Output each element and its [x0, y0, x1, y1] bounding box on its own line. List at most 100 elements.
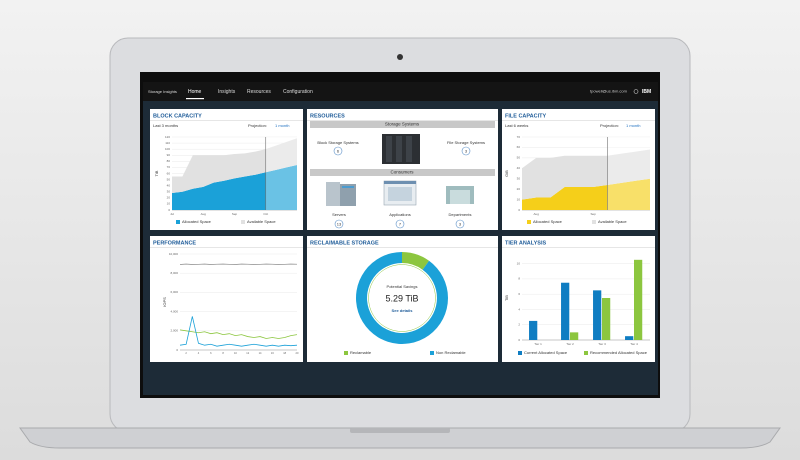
y-tick-label: 4,000 [170, 309, 178, 313]
donut-slice [402, 252, 430, 270]
y-tick-label: 40 [167, 183, 171, 187]
x-tick-label: Sep [590, 212, 596, 216]
period: Last 6 weeks [505, 123, 528, 128]
resource-label: Block Storage Systems [317, 140, 358, 145]
y-tick-label: 10 [167, 202, 171, 206]
bar [634, 259, 643, 340]
y-axis-label: GiB [504, 170, 509, 177]
nav-bar [143, 82, 658, 101]
y-tick-label: 8 [518, 277, 520, 281]
count-badge[interactable] [333, 146, 343, 156]
count-badge[interactable] [334, 219, 344, 229]
count-badge[interactable] [455, 219, 465, 229]
x-tick-label: Oct [263, 212, 268, 216]
y-tick-label: 100 [165, 147, 170, 151]
legend-label: Reclamable [350, 350, 372, 355]
nav-item[interactable]: Home [188, 89, 202, 95]
x-tick-label: Jul [170, 212, 174, 216]
legend-swatch [430, 351, 434, 355]
line [179, 329, 298, 339]
y-tick-label: 6 [518, 292, 520, 296]
legend-swatch [344, 351, 348, 355]
y-tick-label: 6,000 [170, 290, 178, 294]
legend-label: Available Space [247, 219, 276, 224]
projection-shade [607, 137, 650, 210]
resource-label: Servers [332, 212, 346, 217]
panel-title: RESOURCES [310, 113, 345, 119]
resource-count: 13 [337, 221, 342, 226]
y-tick-label: 50 [517, 156, 521, 160]
nav-item[interactable]: Configuration [283, 89, 313, 95]
panel-title: RECLAIMABLE STORAGE [310, 240, 379, 246]
x-tick-label: Tier 2 [566, 342, 574, 346]
see-details-link[interactable]: See details [392, 308, 414, 313]
legend-label: Recommended Allocated Space [590, 350, 648, 355]
projection-select[interactable]: 1 month [275, 123, 289, 128]
y-tick-label: 90 [167, 153, 171, 157]
center-label: Potential Savings [387, 284, 418, 289]
x-tick-label: Tier 4 [630, 342, 638, 346]
y-tick-label: 2 [518, 323, 520, 327]
resource-label: File Storage Systems [447, 140, 485, 145]
x-tick-label: Tier 1 [534, 342, 542, 346]
department-icon [446, 186, 474, 204]
resource-label: Departments [449, 212, 472, 217]
count-badge[interactable] [395, 219, 405, 229]
legend-swatch [518, 351, 522, 355]
x-tick-label: 18 [283, 351, 286, 355]
y-tick-label: 40 [517, 166, 521, 170]
projection-shade [265, 137, 297, 210]
server-icon [326, 182, 356, 206]
count-badge[interactable] [461, 146, 471, 156]
panel [502, 236, 655, 362]
x-tick-label: Aug [534, 212, 540, 216]
x-tick-label: 4 [198, 351, 200, 355]
user-email[interactable]: tpowell@us.ibm.com [590, 89, 628, 94]
laptop-base [19, 427, 781, 449]
nav-item[interactable]: Insights [218, 89, 236, 95]
y-axis-label: TiB [504, 295, 509, 301]
resource-count: 7 [399, 221, 402, 226]
y-tick-label: 30 [167, 190, 171, 194]
y-tick-label: 110 [165, 141, 170, 145]
y-tick-label: 0 [168, 208, 170, 212]
bar [561, 282, 570, 340]
y-tick-label: 10 [517, 197, 521, 201]
y-tick-label: 0 [518, 338, 520, 342]
x-tick-label: 8 [222, 351, 224, 355]
legend-label: Current Allocated Space [524, 350, 568, 355]
y-tick-label: 70 [167, 165, 171, 169]
panel-title: FILE CAPACITY [505, 113, 546, 119]
x-tick-label: Tier 3 [598, 342, 606, 346]
resource-label: Applications [389, 212, 411, 217]
legend-swatch [176, 220, 180, 224]
panel-title: PERFORMANCE [153, 240, 196, 246]
center-value: 5.29 TiB [385, 293, 418, 303]
brand: IBM [642, 89, 651, 95]
panel-title: TIER ANALYSIS [505, 240, 546, 246]
projection-select[interactable]: 1 month [626, 123, 640, 128]
help-icon[interactable] [633, 89, 639, 94]
y-tick-label: 70 [517, 135, 521, 139]
y-tick-label: 10,000 [169, 252, 179, 256]
legend-swatch [527, 220, 531, 224]
y-tick-label: 30 [517, 177, 521, 181]
application-icon [383, 180, 417, 206]
y-tick-label: 60 [167, 171, 171, 175]
x-tick-label: 6 [210, 351, 212, 355]
bar [602, 298, 611, 340]
nav-item[interactable]: Resources [247, 89, 271, 95]
y-tick-label: 60 [517, 145, 521, 149]
x-tick-label: 20 [296, 351, 299, 355]
y-tick-label: 4 [518, 307, 520, 311]
bar [593, 290, 602, 340]
y-tick-label: 0 [176, 348, 178, 352]
x-tick-label: 2 [185, 351, 187, 355]
title-rules [150, 120, 655, 248]
x-tick-label: 16 [271, 351, 274, 355]
y-tick-label: 20 [517, 187, 521, 191]
legend-label: Non Reclamable [436, 350, 466, 355]
x-tick-label: Aug [201, 212, 207, 216]
